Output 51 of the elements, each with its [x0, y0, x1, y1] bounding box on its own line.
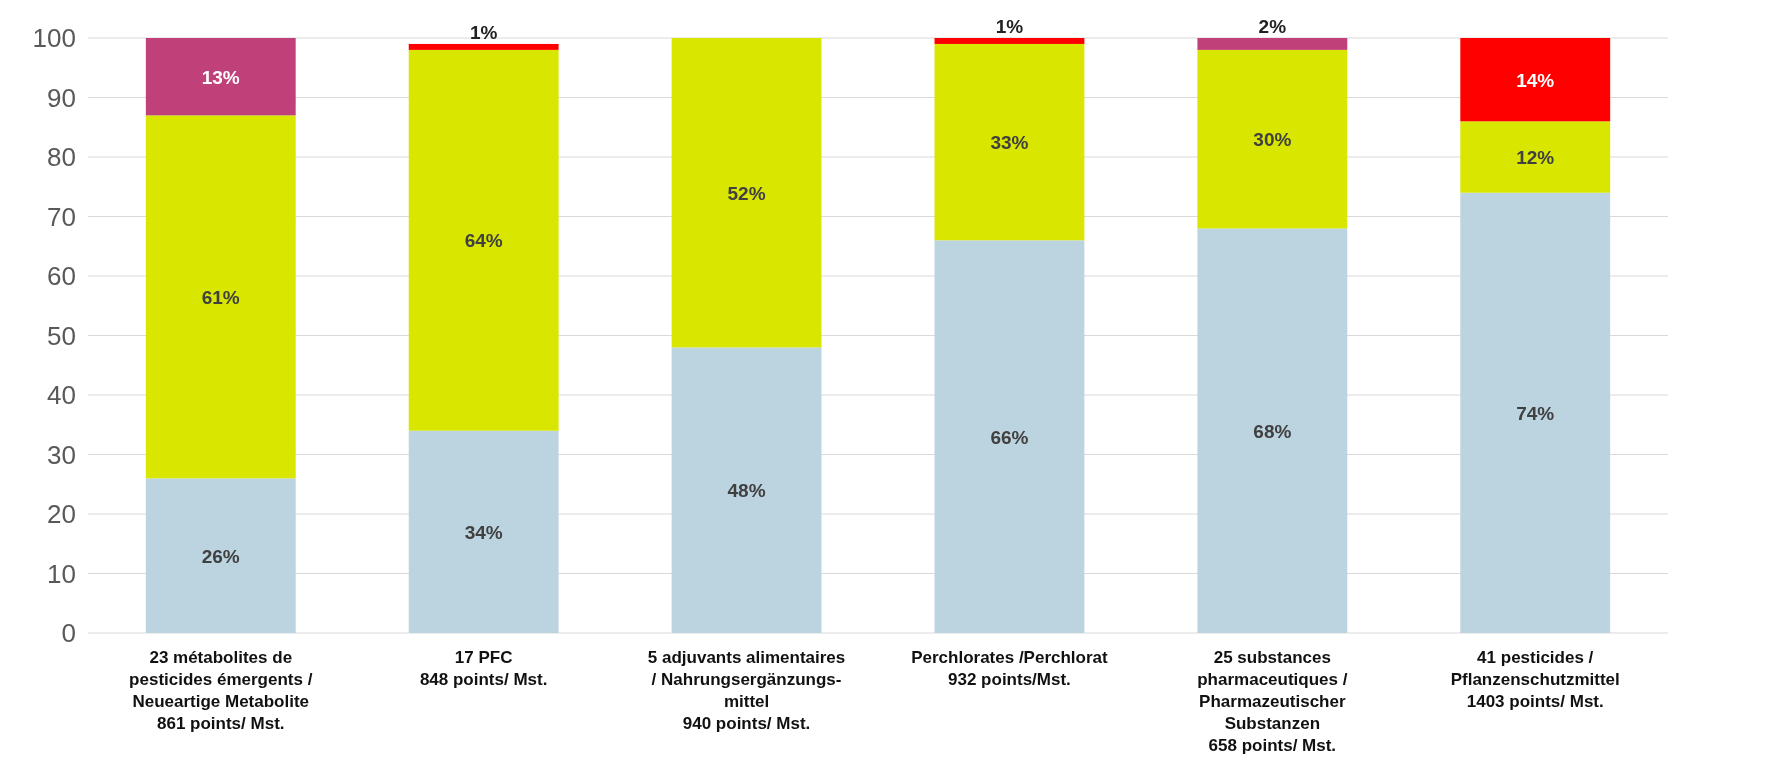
bar: [671, 38, 822, 348]
data-label: 2%: [1258, 16, 1287, 37]
data-label: 34%: [464, 521, 503, 543]
y-tick-label: 50: [47, 320, 76, 351]
bar: [934, 38, 1085, 44]
x-tick-label: 17 PFC 848 points/ Mst.: [419, 648, 548, 689]
x-tick-label: 5 adjuvants alimentaires / Nahrungsergänzungs- mittel 940 points/ Mst.: [647, 648, 846, 733]
y-tick-label: 100: [32, 23, 76, 53]
bar: [1460, 192, 1611, 633]
data-label: 74%: [1516, 402, 1555, 424]
x-tick-label: Perchlorates /Perchlorat 932 points/Mst.: [911, 648, 1109, 689]
y-tick-label: 60: [47, 261, 76, 291]
y-tick-label: 70: [47, 201, 76, 232]
data-label: 33%: [990, 132, 1029, 154]
y-tick-label: 20: [47, 499, 76, 529]
x-tick-label: 25 substances pharmaceutiques / Pharmazeutischer Substanzen 658 points/ Mst.: [1197, 648, 1348, 755]
data-label: 61%: [201, 286, 240, 308]
bar: [145, 38, 296, 116]
bar: [1197, 49, 1348, 229]
x-tick-label: 41 pesticides / Pflanzenschutzmittel 1403 points/ Mst.: [1450, 648, 1620, 711]
bar: [408, 43, 559, 50]
bar: [1197, 38, 1348, 50]
bar: [145, 115, 296, 479]
y-tick-label: 90: [47, 82, 76, 113]
data-label: 14%: [1516, 69, 1555, 91]
bar: [1460, 38, 1611, 122]
data-label: 1%: [995, 16, 1024, 37]
bar: [934, 43, 1085, 241]
y-tick-label: 10: [47, 558, 76, 589]
bar: [408, 430, 559, 633]
bar: [408, 49, 559, 431]
bar: [1197, 228, 1348, 633]
data-label: 68%: [1253, 420, 1292, 442]
bar: [1460, 121, 1611, 193]
data-label: 13%: [201, 66, 240, 88]
bar: [671, 347, 822, 633]
data-label: 66%: [990, 426, 1029, 448]
data-label: 26%: [201, 545, 240, 567]
y-tick-label: 80: [47, 142, 76, 172]
data-label: 64%: [464, 230, 503, 252]
x-tick-label: 23 métabolites de pesticides émergents / Neueartige Metabolite 861 points/ Mst.: [129, 648, 313, 733]
bar: [934, 240, 1085, 633]
data-label: 12%: [1516, 147, 1555, 168]
data-label: 1%: [469, 21, 498, 43]
y-tick-label: 30: [47, 439, 76, 470]
data-label: 48%: [727, 480, 766, 502]
bar: [145, 478, 296, 633]
data-label: 30%: [1253, 129, 1292, 151]
y-tick-label: 0: [61, 618, 76, 648]
data-label: 52%: [727, 182, 766, 204]
y-tick-label: 40: [47, 380, 76, 410]
